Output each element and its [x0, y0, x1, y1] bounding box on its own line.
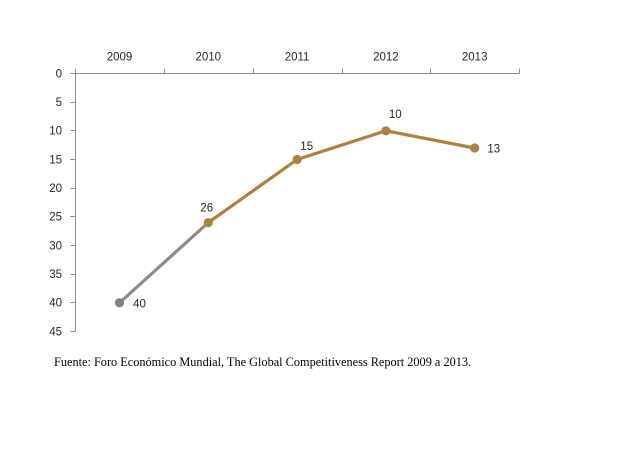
svg-text:26: 26: [200, 202, 213, 214]
svg-text:2010: 2010: [196, 52, 222, 64]
svg-text:10: 10: [49, 126, 62, 138]
svg-text:25: 25: [49, 212, 62, 224]
svg-text:15: 15: [49, 154, 62, 166]
svg-text:15: 15: [300, 141, 313, 153]
svg-text:0: 0: [56, 68, 62, 80]
svg-text:2009: 2009: [107, 52, 133, 64]
svg-text:2011: 2011: [285, 52, 310, 64]
svg-text:5: 5: [56, 97, 62, 109]
svg-text:2013: 2013: [462, 52, 488, 64]
svg-text:Fuente: Foro Económico Mundial: Fuente: Foro Económico Mundial, The Glob…: [54, 355, 471, 369]
svg-text:30: 30: [49, 240, 62, 252]
svg-text:35: 35: [49, 269, 62, 281]
svg-text:2012: 2012: [373, 52, 399, 64]
svg-text:45: 45: [49, 326, 62, 338]
svg-text:40: 40: [133, 299, 146, 311]
svg-text:13: 13: [487, 144, 500, 156]
svg-text:10: 10: [389, 109, 402, 121]
svg-text:40: 40: [49, 298, 62, 310]
svg-text:20: 20: [49, 183, 62, 195]
